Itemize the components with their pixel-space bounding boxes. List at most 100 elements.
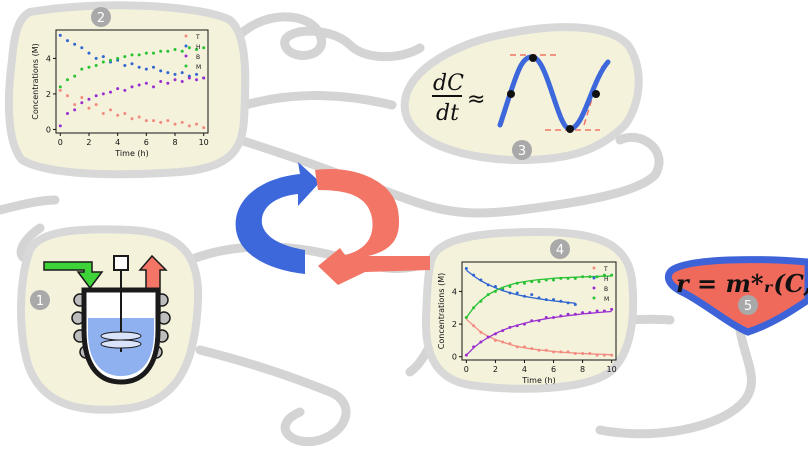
data-point-M [552,278,556,282]
data-point-H [73,42,77,46]
data-point-H [130,62,134,66]
x-tick-label: 6 [144,138,149,147]
data-point-M [116,56,120,60]
plot-frame [461,261,617,361]
x-tick-label: 8 [580,365,585,374]
data-point-B [116,87,120,91]
data-point-H [65,39,69,43]
fit-line-M [465,275,612,318]
data-point-T [87,106,91,110]
y-tick-label: 4 [452,287,457,296]
legend-marker [184,54,188,58]
data-point-M [530,280,534,284]
data-point-B [559,314,563,318]
data-point-M [501,286,505,290]
y-axis-label: Concentrations (M) [31,43,40,119]
data-point-T [515,345,519,349]
data-point-B [123,88,127,92]
data-point-M [173,48,177,52]
badge-1: 1 [30,290,50,310]
x-tick-label: 2 [493,365,498,374]
legend-label: T [603,266,608,273]
data-point-T [508,342,512,346]
step-badges: 1 2 3 4 5 [30,7,758,315]
data-point-M [486,293,490,297]
data-point-T [530,347,534,351]
data-point-H [166,71,170,75]
svg-text:1: 1 [36,294,44,309]
data-point-H [493,285,497,288]
legend-label: T [195,34,200,41]
y-tick-label: 4 [46,54,51,63]
data-point-H [537,296,541,300]
data-point-M [73,74,77,78]
data-point-B [530,319,534,323]
data-point-T [65,94,69,98]
data-point-T [123,111,127,115]
panel-5-model-blob [664,256,808,336]
data-point-B [515,324,519,328]
x-axis-label: Time (h) [521,376,555,385]
data-point-H [573,302,577,306]
inlet-arrow [43,261,104,290]
data-point-B [202,76,206,80]
data-point-B [602,309,606,313]
red-cycle-arrow [315,168,430,285]
y-tick-label: 0 [46,125,51,134]
badge-3: 3 [512,140,532,160]
data-point-B [144,81,148,85]
data-point-B [537,319,541,323]
y-tick-label: 2 [46,90,51,99]
data-point-T [479,330,483,334]
data-point-B [595,309,599,313]
data-point-M [602,273,606,277]
data-point-T [166,119,170,123]
x-tick-label: 0 [464,365,469,374]
curve-point [592,90,600,98]
data-point-H [522,294,526,298]
data-point-M [80,67,84,71]
sine-curve [497,54,611,132]
data-point-T [552,350,556,354]
blue-cycle-arrow [235,162,320,274]
data-point-M [65,78,69,82]
data-point-B [486,335,490,339]
svg-text:3: 3 [518,144,526,159]
data-point-T [493,338,497,342]
data-point-H [479,278,483,282]
data-point-B [65,111,69,115]
data-point-B [180,80,184,83]
data-point-B [108,90,112,94]
legend-marker [592,266,596,270]
y-tick-label: 2 [452,320,457,329]
data-point-T [522,345,526,349]
data-point-H [472,273,476,277]
data-point-B [101,92,105,96]
stirrer-motor [113,255,129,271]
badge-5: 5 [738,295,758,315]
legend-label: H [604,276,609,283]
legend-marker [592,286,596,290]
data-point-B [464,353,468,357]
panel-3-blob [400,23,643,165]
data-point-B [522,322,526,326]
svg-text:2: 2 [97,11,105,26]
data-point-H [544,298,548,302]
data-point-B [87,97,91,101]
data-point-T [58,88,62,92]
x-tick-label: 2 [86,138,91,147]
curve-point [529,54,537,62]
data-point-M [588,275,592,279]
data-point-M [166,49,170,53]
legend-marker [184,64,188,68]
data-point-B [544,316,548,320]
data-point-M [187,46,191,50]
data-point-B [137,83,141,87]
x-tick-label: 4 [115,138,120,147]
x-tick-label: 10 [199,138,209,147]
data-point-T [544,348,548,352]
data-point-B [479,340,483,344]
data-point-B [80,101,84,105]
